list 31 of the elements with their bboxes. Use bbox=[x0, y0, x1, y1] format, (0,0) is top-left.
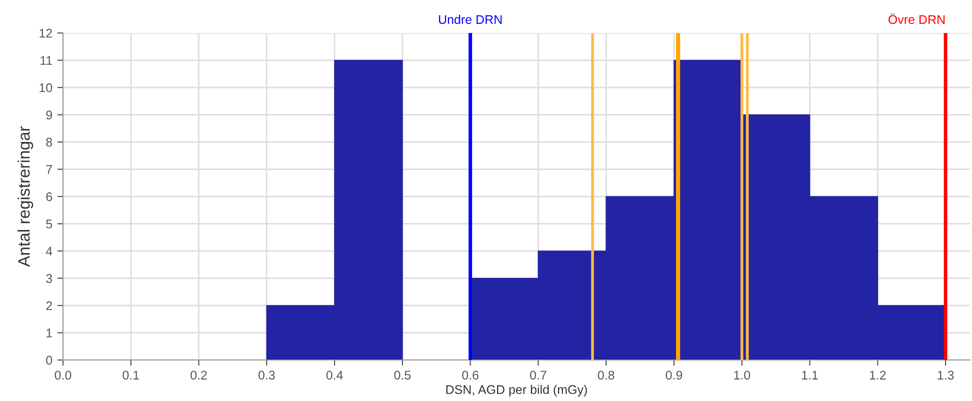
x-tick-label: 0.9 bbox=[666, 370, 682, 380]
x-tick-label: 0.7 bbox=[530, 370, 546, 380]
x-tick-label: 1.0 bbox=[734, 370, 750, 380]
x-tick-label: 0.2 bbox=[190, 370, 207, 380]
x-tick-label: 0.8 bbox=[598, 370, 614, 380]
y-axis-title: Antal registreringar bbox=[18, 126, 34, 267]
y-tick-label: 12 bbox=[40, 28, 52, 38]
x-axis-title: DSN, AGD per bild (mGy) bbox=[446, 384, 587, 396]
y-tick-label: 7 bbox=[46, 165, 52, 174]
y-tick-label: 9 bbox=[46, 110, 52, 120]
x-tick-label: 0.0 bbox=[54, 370, 72, 380]
y-tick-label: 0 bbox=[46, 356, 52, 365]
ref-line-label: Övre DRN bbox=[888, 13, 945, 24]
y-tick-label: 2 bbox=[46, 301, 52, 310]
x-tick-label: 1.1 bbox=[802, 370, 818, 380]
y-tick-label: 8 bbox=[46, 138, 52, 147]
y-tick-label: 3 bbox=[46, 274, 52, 283]
y-tick-label: 10 bbox=[40, 83, 52, 92]
y-tick-label: 5 bbox=[46, 220, 52, 228]
x-tick-label: 0.5 bbox=[394, 370, 411, 380]
x-tick-label: 0.1 bbox=[122, 370, 139, 380]
ref-line-label: Undre DRN bbox=[439, 14, 502, 24]
x-tick-label: 0.3 bbox=[258, 370, 275, 380]
x-tick-label: 1.2 bbox=[870, 370, 886, 380]
x-tick-label: 1.3 bbox=[938, 370, 954, 380]
y-tick-label: 6 bbox=[46, 192, 52, 202]
y-tick-label: 11 bbox=[40, 56, 52, 65]
y-tick-label: 1 bbox=[46, 328, 52, 338]
y-tick-label: 4 bbox=[46, 246, 52, 256]
x-tick-label: 0.4 bbox=[326, 370, 343, 380]
x-tick-label: 0.6 bbox=[462, 370, 478, 380]
